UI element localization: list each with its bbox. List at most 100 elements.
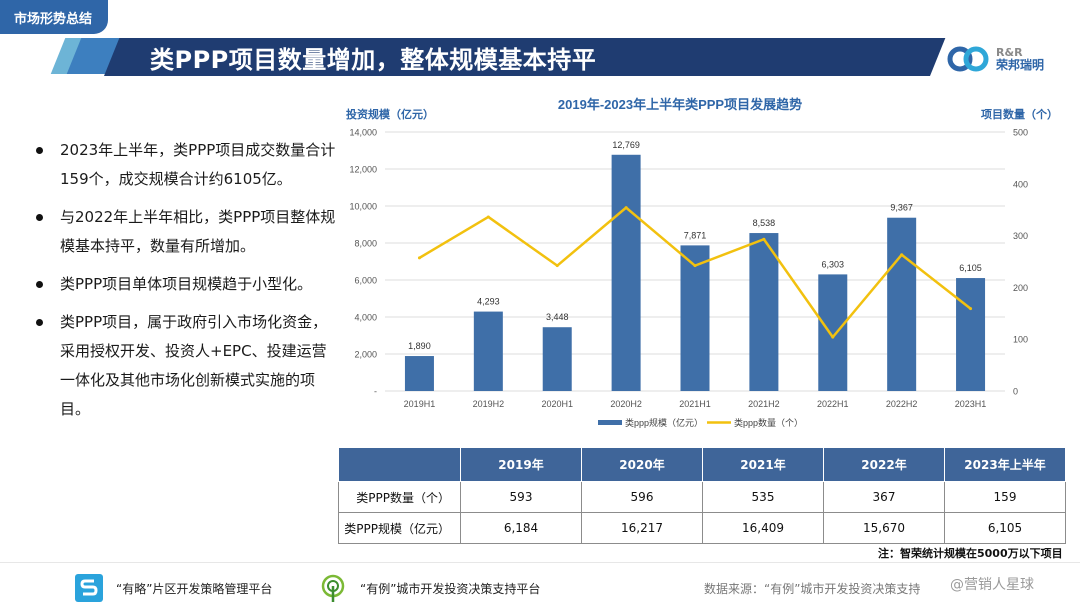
footer-platform-youli[interactable]: “有例”城市开发投资决策支持平台 — [318, 573, 540, 603]
line-point — [831, 335, 835, 339]
x-tick-label: 2019H2 — [473, 399, 505, 409]
line-point — [969, 307, 973, 311]
right-axis-title: 项目数量（个） — [981, 107, 1058, 121]
bullet-dot-icon — [36, 214, 43, 221]
page-title: 类PPP项目数量增加，整体规模基本持平 — [150, 45, 597, 74]
footer-platform-label: “有例”城市开发投资决策支持平台 — [360, 581, 541, 596]
x-tick-label: 2021H1 — [679, 399, 711, 409]
table-header-cell: 2022年 — [823, 447, 945, 482]
bar — [611, 154, 641, 391]
right-tick-label: 300 — [1013, 231, 1028, 241]
left-tick-label: 14,000 — [349, 128, 377, 138]
bullet-item: 类PPP项目单体项目规模趋于小型化。 — [36, 270, 336, 299]
line-point — [555, 264, 559, 268]
x-tick-label: 2023H1 — [955, 399, 987, 409]
table-cell: 596 — [581, 481, 703, 513]
table-cell: 159 — [944, 481, 1066, 513]
legend-bar-swatch — [598, 420, 622, 425]
company-logo: R&R 荣邦瑞明 — [946, 42, 1070, 76]
table-cell: 593 — [460, 481, 582, 513]
right-tick-label: 500 — [1013, 128, 1028, 138]
bullet-item: 与2022年上半年相比，类PPP项目整体规模基本持平，数量有所增加。 — [36, 203, 336, 261]
youlue-logo-icon — [75, 574, 103, 602]
bar-value-label: 3,448 — [546, 312, 569, 322]
x-tick-label: 2020H2 — [610, 399, 642, 409]
x-tick-label: 2022H1 — [817, 399, 849, 409]
logo-rings-icon — [947, 46, 989, 72]
table-cell: 367 — [823, 481, 945, 513]
bullet-text: 类PPP项目，属于政府引入市场化资金，采用授权开发、投资人+EPC、投建运营一体… — [60, 313, 328, 418]
table-cell: 6,105 — [944, 512, 1066, 544]
bar-value-label: 6,105 — [959, 263, 982, 273]
left-tick-label: 8,000 — [354, 239, 377, 249]
bar-value-label: 6,303 — [822, 259, 845, 269]
x-tick-label: 2021H2 — [748, 399, 780, 409]
table-note: 注：智荣统计规模在5000万以下项目 — [878, 547, 1063, 560]
bar-value-label: 7,871 — [684, 230, 707, 240]
right-tick-label: 200 — [1013, 283, 1028, 293]
left-tick-label: 10,000 — [349, 202, 377, 212]
bullet-dot-icon — [36, 147, 43, 154]
bullet-text: 与2022年上半年相比，类PPP项目整体规模基本持平，数量有所增加。 — [60, 208, 336, 255]
table-header-cell: 2019年 — [460, 447, 582, 482]
bar-value-label: 8,538 — [753, 218, 776, 228]
line-point — [693, 264, 697, 268]
x-tick-label: 2022H2 — [886, 399, 918, 409]
table-row: 类PPP数量（个） 593 596 535 367 159 — [338, 481, 1066, 513]
bullet-list: 2023年上半年，类PPP项目成交数量合计159个，成交规模合计约6105亿。 … — [36, 136, 336, 433]
summary-table: 2019年 2020年 2021年 2022年 2023年上半年 类PPP数量（… — [338, 447, 1066, 544]
logo-text-cn: 荣邦瑞明 — [996, 58, 1045, 72]
bar — [473, 311, 503, 391]
right-tick-label: 0 — [1013, 387, 1018, 397]
table-row: 类PPP规模（亿元） 6,184 16,217 16,409 15,670 6,… — [338, 512, 1066, 544]
x-tick-label: 2020H1 — [541, 399, 573, 409]
table-row-label: 类PPP规模（亿元） — [338, 512, 461, 544]
line-point — [624, 206, 628, 210]
bullet-dot-icon — [36, 281, 43, 288]
legend-line-label: 类ppp数量（个） — [734, 417, 803, 428]
chart-title: 2019年-2023年上半年类PPP项目发展趋势 — [558, 97, 802, 112]
bullet-item: 类PPP项目，属于政府引入市场化资金，采用授权开发、投资人+EPC、投建运营一体… — [36, 308, 336, 424]
bullet-text: 2023年上半年，类PPP项目成交数量合计159个，成交规模合计约6105亿。 — [60, 141, 336, 188]
section-tag-label: 市场形势总结 — [14, 11, 93, 27]
bar-value-label: 4,293 — [477, 297, 500, 307]
table-header-row: 2019年 2020年 2021年 2022年 2023年上半年 — [338, 447, 1066, 482]
bullet-dot-icon — [36, 319, 43, 326]
footer-platform-label: “有略”片区开发策略管理平台 — [116, 581, 273, 596]
bar — [542, 327, 572, 391]
section-tag: 市场形势总结 — [0, 0, 108, 34]
line-point — [417, 256, 421, 260]
bar — [818, 274, 848, 391]
table-cell: 16,217 — [581, 512, 703, 544]
left-tick-label: 6,000 — [354, 276, 377, 286]
line-point — [900, 253, 904, 257]
legend-bar-label: 类ppp规模（亿元） — [625, 417, 703, 428]
trend-chart: 2019年-2023年上半年类PPP项目发展趋势 投资规模（亿元） 项目数量（个） -… — [340, 94, 1070, 439]
youli-logo-icon — [321, 574, 345, 602]
left-tick-label: 4,000 — [354, 313, 377, 323]
bar — [404, 356, 434, 391]
watermark: @营销人星球 — [950, 577, 1034, 593]
bullet-item: 2023年上半年，类PPP项目成交数量合计159个，成交规模合计约6105亿。 — [36, 136, 336, 194]
table-header-cell: 2020年 — [581, 447, 703, 482]
table-header-cell: 2023年上半年 — [944, 447, 1066, 482]
table-header-cell: 2021年 — [702, 447, 824, 482]
bar — [887, 217, 917, 391]
left-tick-label: - — [374, 387, 377, 397]
bar — [956, 278, 986, 391]
line-point — [762, 237, 766, 241]
table-header-cell — [338, 447, 461, 482]
footer-platform-youlue[interactable]: “有略”片区开发策略管理平台 — [74, 573, 272, 603]
table-cell: 15,670 — [823, 512, 945, 544]
data-source: 数据来源：“有例”城市开发投资决策支持 — [704, 582, 921, 596]
bar — [749, 233, 779, 391]
right-tick-label: 100 — [1013, 335, 1028, 345]
bar — [680, 245, 710, 391]
logo-text-en: R&R — [996, 46, 1023, 59]
bar-value-label: 12,769 — [612, 140, 640, 150]
footer: “有略”片区开发策略管理平台 “有例”城市开发投资决策支持平台 数据来源：“有例… — [0, 562, 1080, 608]
x-tick-label: 2019H1 — [404, 399, 436, 409]
left-tick-label: 12,000 — [349, 165, 377, 175]
